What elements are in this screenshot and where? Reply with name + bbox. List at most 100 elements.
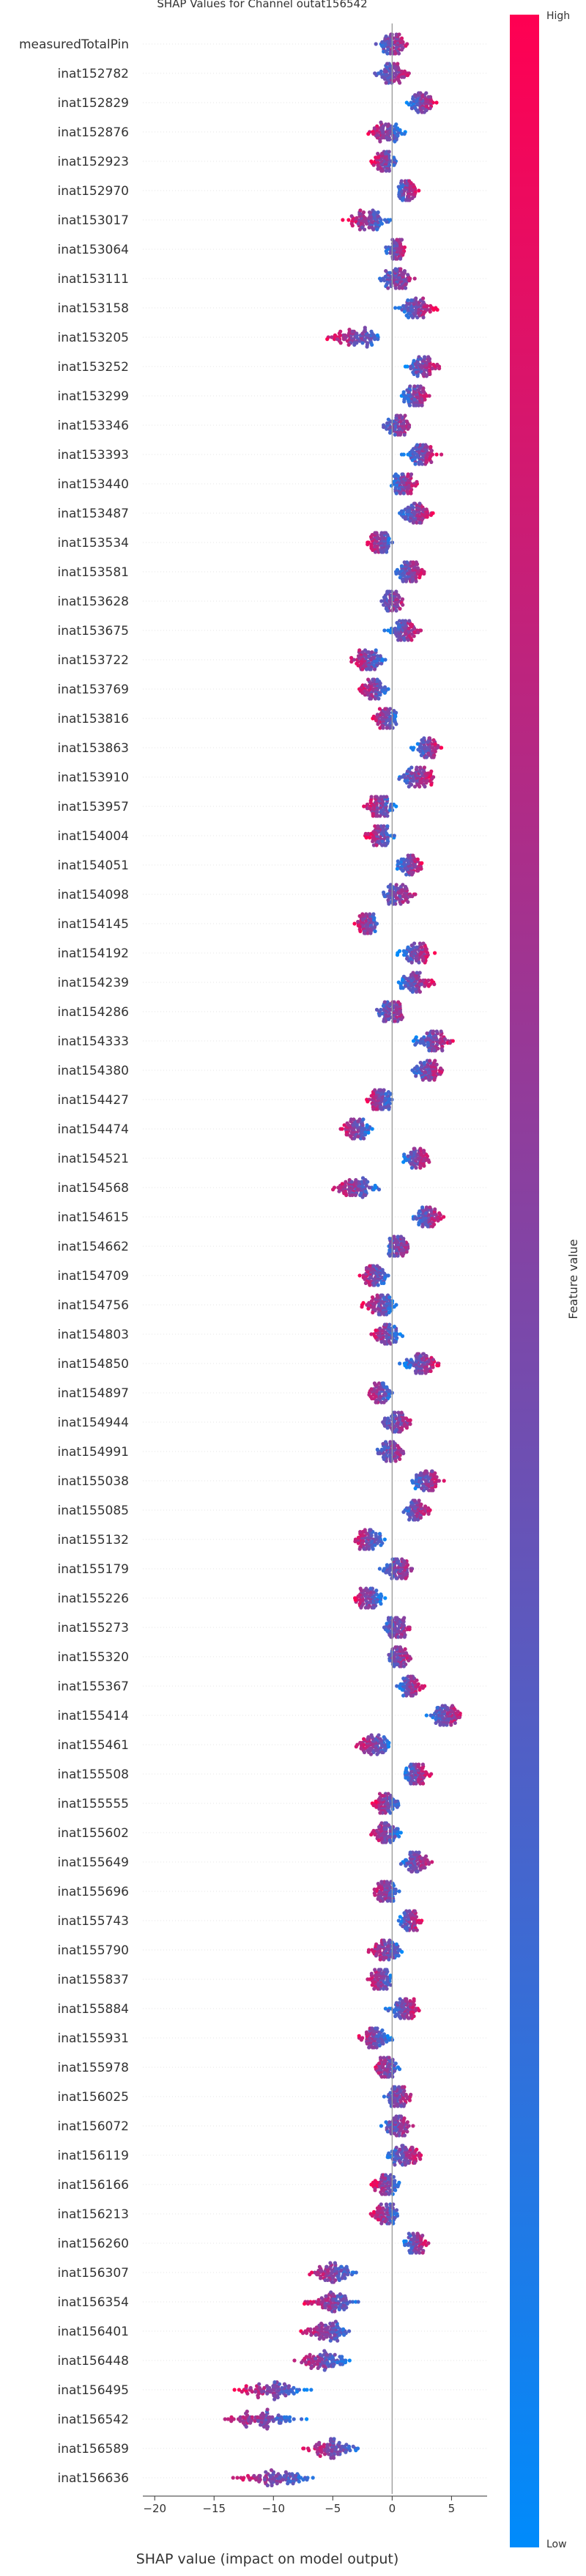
shap-point — [371, 839, 374, 843]
shap-point — [395, 413, 398, 417]
shap-point — [400, 238, 404, 241]
shap-point — [343, 337, 346, 341]
shap-point — [410, 1166, 414, 1169]
shap-point — [377, 1381, 381, 1385]
shap-point — [383, 707, 387, 710]
shap-point — [408, 403, 412, 407]
shap-point — [369, 330, 373, 334]
shap-point — [398, 898, 401, 902]
shap-point — [393, 1000, 396, 1004]
shap-point — [374, 1589, 378, 1592]
shap-point — [409, 957, 412, 960]
shap-point — [380, 76, 384, 79]
shap-point — [390, 1557, 394, 1561]
shap-point — [372, 1829, 376, 1833]
feature-row: inat155226 — [58, 1586, 487, 1609]
feature-row: inat152970 — [58, 179, 487, 202]
feature-label: inat153722 — [58, 653, 129, 668]
shap-point — [365, 1266, 368, 1270]
feature-label: inat152970 — [58, 184, 129, 199]
feature-row: inat154098 — [58, 883, 487, 905]
shap-point — [414, 1692, 418, 1696]
shap-point — [440, 1048, 444, 1052]
shap-point — [404, 286, 407, 290]
shap-point — [433, 951, 437, 954]
feature-row: inat152782 — [58, 62, 487, 84]
feature-label: inat154521 — [58, 1152, 129, 1166]
shap-point — [404, 1767, 408, 1770]
shap-point — [420, 861, 423, 865]
shap-point — [417, 1762, 420, 1766]
shap-point — [410, 771, 414, 775]
shap-point — [409, 1162, 413, 1166]
shap-point — [358, 930, 362, 933]
shap-point — [405, 389, 409, 392]
shap-point — [352, 1117, 355, 1121]
feature-label: inat152829 — [58, 96, 129, 111]
shap-point — [401, 1677, 405, 1680]
shap-point — [388, 431, 392, 435]
shap-point — [388, 1237, 392, 1240]
shap-point — [373, 210, 377, 214]
shap-point — [416, 374, 420, 378]
shap-point — [383, 691, 387, 695]
shap-point — [391, 257, 395, 260]
shap-point — [395, 1827, 398, 1830]
shap-point — [380, 1448, 384, 1451]
shap-point — [363, 1589, 366, 1592]
shap-point — [401, 900, 405, 904]
shap-point — [409, 746, 413, 749]
shap-point — [363, 1178, 367, 1182]
shap-point — [383, 1000, 387, 1004]
shap-point — [357, 1594, 360, 1598]
shap-point — [413, 1498, 417, 1502]
shap-point — [406, 273, 409, 276]
shap-point — [418, 941, 422, 945]
shap-point — [419, 867, 423, 871]
shap-point — [382, 1625, 386, 1629]
shap-point — [420, 946, 423, 949]
shap-point — [423, 1061, 426, 1064]
shap-point — [422, 1352, 426, 1355]
shap-point — [414, 1371, 418, 1375]
shap-point — [380, 531, 384, 534]
shap-point — [384, 269, 387, 273]
shap-point — [418, 520, 422, 524]
feature-label: inat154615 — [58, 1210, 129, 1225]
shap-point — [413, 892, 417, 896]
shap-point — [376, 824, 379, 828]
shap-point — [393, 51, 397, 55]
shap-point — [445, 1721, 449, 1725]
shap-point — [438, 1723, 442, 1726]
feature-row: inat154615 — [58, 1205, 487, 1228]
shap-point — [413, 1517, 417, 1521]
shap-point — [394, 722, 398, 726]
shap-point — [384, 1571, 387, 1575]
shap-point — [335, 337, 339, 341]
shap-point — [385, 1385, 388, 1389]
shap-point — [406, 73, 409, 77]
feature-row: inat154897 — [58, 1381, 487, 1404]
shap-point — [387, 1090, 390, 1094]
shap-point — [431, 755, 435, 759]
shap-point — [423, 765, 426, 769]
shap-point — [396, 594, 400, 597]
feature-row: inat154662 — [58, 1234, 487, 1257]
shap-point — [430, 979, 434, 982]
shap-point — [346, 218, 350, 221]
shap-point — [402, 491, 406, 495]
shap-point — [431, 738, 435, 742]
shap-point — [415, 971, 419, 974]
shap-point — [375, 921, 379, 925]
shap-point — [404, 1647, 407, 1651]
shap-point — [414, 403, 418, 407]
feature-label: inat155555 — [58, 1797, 129, 1811]
shap-point — [431, 775, 435, 779]
shap-point — [371, 1311, 374, 1314]
shap-point — [374, 1806, 378, 1809]
feature-label: inat153111 — [58, 272, 129, 287]
shap-point — [396, 62, 399, 65]
shap-point — [412, 1039, 415, 1042]
shap-point — [421, 372, 425, 376]
